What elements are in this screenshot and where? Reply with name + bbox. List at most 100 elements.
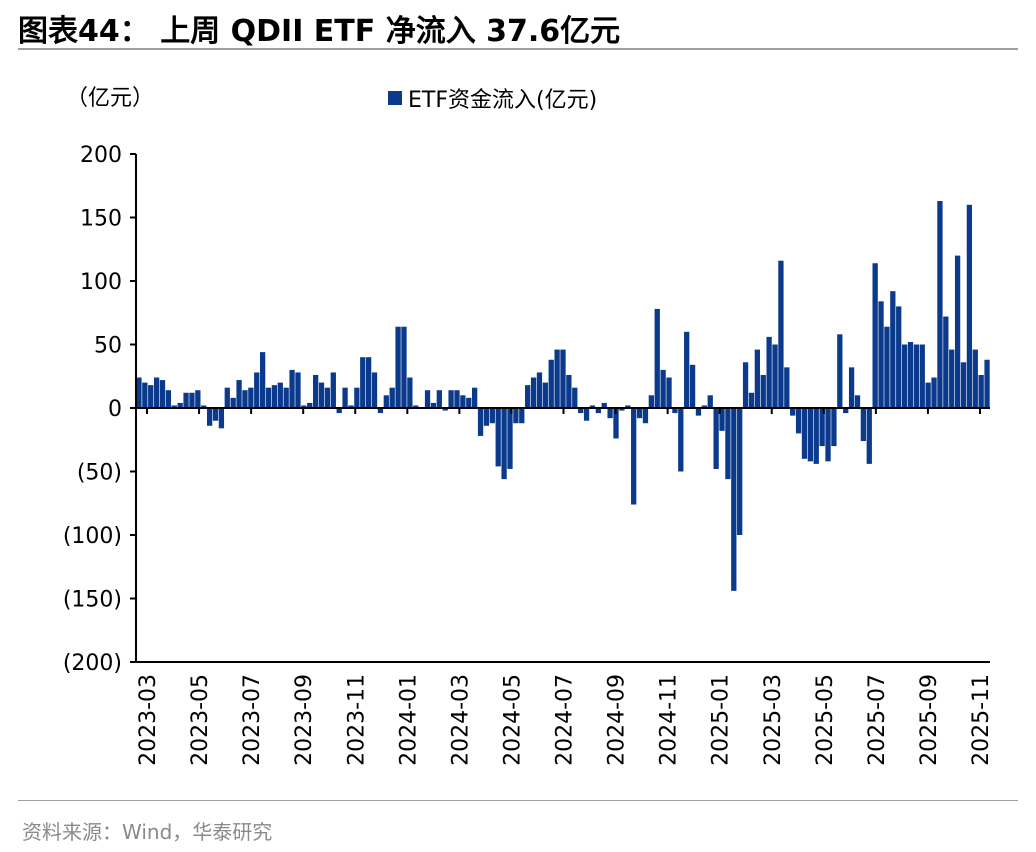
- x-tick-label: 2024-05: [500, 674, 525, 766]
- bar: [377, 408, 384, 414]
- bar: [401, 326, 407, 408]
- bar: [560, 349, 566, 408]
- bar: [165, 390, 172, 408]
- bar: [778, 260, 784, 408]
- bar: [896, 306, 902, 408]
- bar: [466, 397, 472, 408]
- bar: [212, 408, 219, 421]
- bar: [183, 392, 189, 408]
- bar: [525, 385, 531, 408]
- x-tick-label: 2025-01: [709, 674, 734, 766]
- x-tick-label: 2024-03: [448, 674, 473, 766]
- bar: [495, 408, 501, 467]
- bar: [442, 408, 448, 411]
- y-tick-label: 0: [108, 397, 122, 422]
- bar: [407, 377, 413, 408]
- bar: [289, 369, 295, 408]
- bar: [336, 408, 342, 414]
- bar: [277, 382, 283, 408]
- bar: [831, 408, 837, 447]
- bar: [807, 408, 814, 462]
- y-tick-label: (200): [63, 651, 122, 676]
- bar: [660, 369, 666, 408]
- y-tick-label: (50): [77, 461, 122, 486]
- legend-swatch: [388, 91, 402, 105]
- bar: [236, 380, 242, 408]
- bar: [295, 372, 301, 408]
- bar: [360, 357, 366, 408]
- x-tick-label: 2024-01: [396, 674, 421, 766]
- bar: [230, 397, 236, 408]
- bar: [307, 402, 313, 408]
- x-tick-label: 2023-11: [344, 674, 369, 766]
- y-tick-label: (100): [63, 524, 122, 549]
- x-tick-label: 2025-11: [969, 674, 994, 766]
- bar: [666, 377, 672, 408]
- bar: [754, 349, 760, 408]
- bar: [878, 301, 884, 408]
- bar: [324, 387, 331, 408]
- bar: [542, 382, 548, 408]
- bar: [978, 374, 984, 408]
- bar: [795, 408, 802, 434]
- x-tick-label: 2025-07: [865, 674, 890, 766]
- bar: [448, 390, 454, 408]
- bar: [513, 408, 519, 424]
- bar: [301, 405, 307, 408]
- bar: [548, 359, 554, 408]
- x-tick-label: 2023-07: [240, 674, 265, 766]
- legend-label: ETF资金流入(亿元): [408, 88, 598, 113]
- bar: [884, 326, 890, 408]
- bar: [159, 380, 166, 408]
- bar: [931, 377, 937, 408]
- bar: [949, 349, 955, 408]
- bar: [348, 405, 354, 408]
- bar: [689, 364, 696, 408]
- bar: [389, 387, 395, 408]
- y-axis-unit-label: （亿元）: [66, 86, 155, 111]
- bar: [201, 405, 207, 408]
- bar: [919, 344, 925, 408]
- title-divider: [18, 48, 1018, 50]
- bar: [784, 367, 790, 408]
- bar: [318, 382, 325, 408]
- x-tick-label: 2024-11: [657, 674, 682, 766]
- bar: [825, 408, 831, 462]
- x-tick-label: 2024-07: [553, 674, 578, 766]
- bar: [395, 326, 401, 408]
- bar: [142, 382, 148, 408]
- bar: [760, 374, 766, 408]
- bar: [607, 408, 613, 419]
- bar: [366, 357, 372, 408]
- bar: [642, 408, 649, 424]
- bar: [177, 402, 183, 408]
- y-tick-label: 150: [80, 207, 122, 232]
- bar: [695, 408, 702, 416]
- bar: [731, 408, 737, 591]
- bar: [472, 387, 478, 408]
- bar: [206, 408, 213, 426]
- bar: [189, 392, 195, 408]
- bar: [271, 385, 278, 408]
- bar: [489, 408, 495, 424]
- bar: [224, 387, 230, 408]
- y-tick-label: 50: [94, 334, 122, 359]
- bar: [925, 382, 931, 408]
- bar: [424, 390, 431, 408]
- bar: [312, 374, 319, 408]
- bar: [937, 200, 943, 408]
- bar: [171, 405, 177, 408]
- bar: [454, 390, 460, 408]
- bar: [572, 387, 578, 408]
- bar: [530, 377, 537, 408]
- bar: [330, 372, 336, 408]
- bar: [701, 405, 707, 408]
- x-tick-label: 2023-03: [136, 674, 161, 766]
- legend: ETF资金流入(亿元): [388, 82, 597, 114]
- bar: [354, 387, 360, 408]
- bar: [960, 362, 967, 408]
- bar: [554, 349, 560, 408]
- bar: [566, 374, 572, 408]
- bar: [248, 387, 254, 408]
